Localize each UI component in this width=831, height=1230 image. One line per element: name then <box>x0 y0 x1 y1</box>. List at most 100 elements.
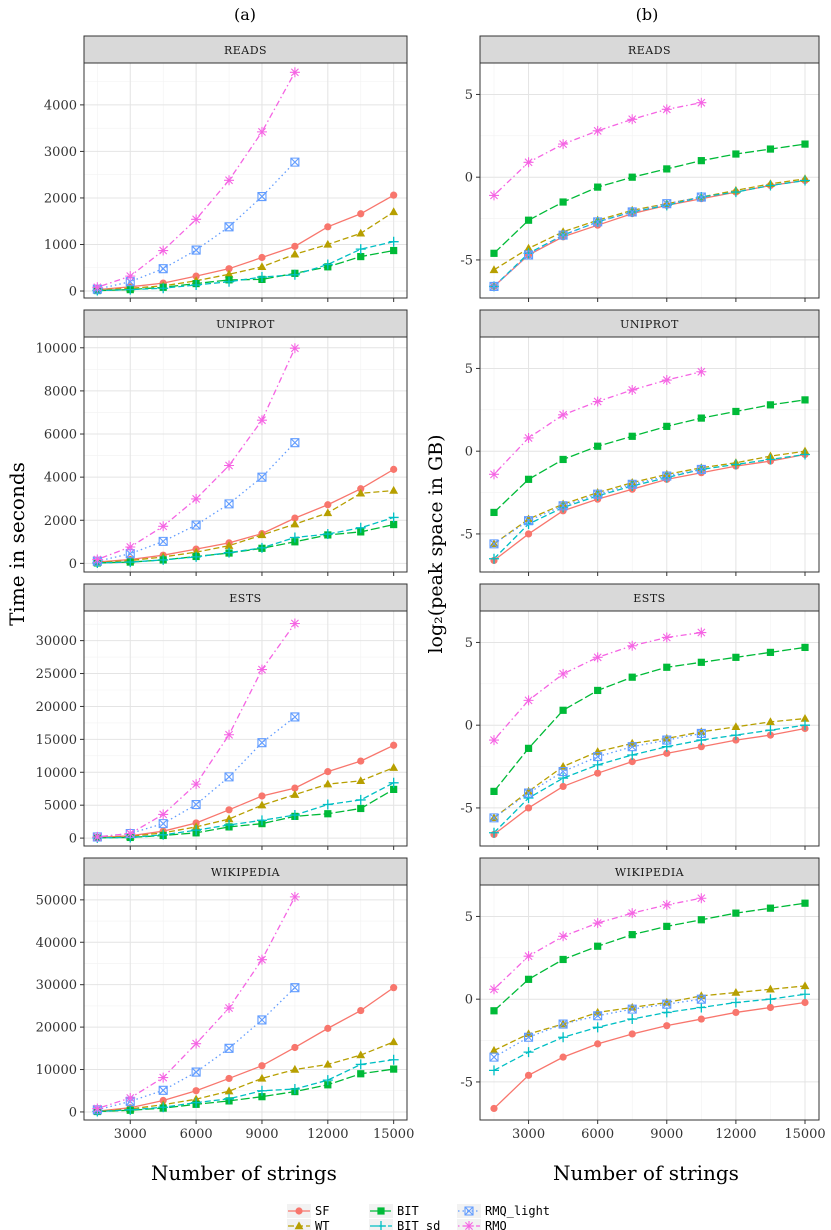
x-tick-label: 9000 <box>245 1127 278 1142</box>
y-tick-label: 20000 <box>36 1021 77 1036</box>
y-tick-label: 0 <box>465 993 473 1008</box>
strip-label-reads-a: READS <box>224 44 267 57</box>
strip-uniprot-b <box>479 309 820 338</box>
plot-area-uniprot-a <box>84 337 407 572</box>
data-point-rmq-light <box>627 742 637 752</box>
series-line-wt <box>493 450 806 545</box>
data-point-rmq <box>92 831 103 842</box>
data-point-bit-sd <box>224 547 235 558</box>
strip-reads-a <box>83 35 408 64</box>
strip-reads-b <box>479 35 820 64</box>
series-group-wikipedia-b <box>488 893 811 1113</box>
data-point-bit-sd <box>256 272 267 283</box>
data-point-sf <box>258 792 266 800</box>
legend-label-bit-sd: BIT_sd <box>397 1219 440 1230</box>
data-point-wt <box>257 530 267 539</box>
data-point-bit-sd <box>388 1054 399 1065</box>
data-point-bit <box>390 520 398 529</box>
data-point-rmq <box>661 632 672 643</box>
data-point-bit-sd <box>224 819 235 830</box>
data-point-sf <box>697 743 705 751</box>
data-point-bit <box>357 1070 365 1078</box>
data-point-bit <box>628 432 636 440</box>
right-x-axis-title: Number of strings <box>553 1161 739 1185</box>
data-point-wt <box>627 1002 637 1011</box>
data-point-bit-sd <box>592 490 603 501</box>
data-point-bit-sd <box>661 200 672 211</box>
panel-ests-a: ESTS 0 5000 10000 15000 20000 25000 30000 <box>36 583 408 850</box>
data-point-bit-sd <box>158 829 169 840</box>
panel-uniprot-b: UNIPROT -5 0 5 <box>460 309 820 576</box>
data-point-rmq <box>661 899 672 910</box>
data-point-bit <box>766 904 775 912</box>
legend-label-rmq: RMQ <box>485 1219 507 1230</box>
data-point-wt <box>489 1045 499 1054</box>
data-point-rmq <box>256 954 267 965</box>
data-point-bit-sd <box>696 1002 707 1013</box>
y-tick-label: 25000 <box>36 667 77 682</box>
y-tick-label: 3000 <box>44 145 77 160</box>
data-point-rmq-light <box>489 1052 499 1062</box>
data-point-rmq <box>158 1072 169 1083</box>
y-tick-label: 15000 <box>36 733 77 748</box>
panel-border-reads-b <box>479 62 820 299</box>
data-point-wt <box>766 717 775 726</box>
series-line-wt <box>97 211 395 291</box>
panel-border-wikipedia-a <box>83 884 408 1121</box>
data-point-sf <box>324 223 332 231</box>
data-point-bit-sd <box>488 553 499 564</box>
panel-border-wikipedia-b <box>479 884 820 1121</box>
data-point-rmq <box>627 384 638 395</box>
data-point-bit-sd <box>592 1022 603 1033</box>
data-point-wt <box>524 514 533 523</box>
data-point-rmq-light <box>290 438 300 448</box>
data-point-sf <box>524 530 533 538</box>
data-point-rmq-light <box>257 738 267 748</box>
data-point-bit-sd <box>388 236 399 247</box>
data-point-bit <box>697 916 705 924</box>
data-point-wt <box>224 814 234 823</box>
data-point-rmq-light <box>593 1011 603 1021</box>
y-tick-label: 0 <box>69 1105 77 1120</box>
data-point-sf <box>192 1087 200 1095</box>
data-point-bit <box>801 643 809 652</box>
data-point-wt <box>489 265 499 274</box>
data-point-bit <box>594 942 602 950</box>
strip-label-uniprot-a: UNIPROT <box>216 318 275 331</box>
data-point-rmq-light <box>191 245 201 255</box>
data-point-sf <box>732 1008 740 1017</box>
data-point-wt <box>356 488 366 497</box>
data-point-rmq-light <box>158 264 168 274</box>
series-line-sf <box>493 1001 806 1109</box>
series-group-uniprot-a <box>92 343 399 568</box>
data-point-sf <box>628 757 636 766</box>
data-point-wt <box>290 1064 300 1073</box>
data-point-rmq <box>289 67 300 78</box>
panel-reads-b: READS -5 0 5 <box>460 35 820 302</box>
y-tick-label: -5 <box>460 253 473 268</box>
data-point-rmq <box>191 493 202 504</box>
data-point-bit-sd <box>488 1065 499 1076</box>
data-point-wt <box>524 243 533 252</box>
data-point-wt <box>389 1037 399 1046</box>
data-point-wt <box>766 984 775 993</box>
data-point-rmq <box>158 245 169 256</box>
data-point-rmq <box>627 640 638 651</box>
x-tick-label: 3000 <box>512 1127 545 1142</box>
data-point-bit-sd <box>730 997 741 1008</box>
data-point-bit <box>801 396 809 404</box>
data-point-wt <box>389 485 399 494</box>
y-tick-label: 2000 <box>44 514 77 529</box>
series-group-reads-a <box>92 67 399 296</box>
data-point-rmq <box>289 618 300 629</box>
data-point-bit <box>697 658 705 666</box>
data-point-wt <box>257 1073 267 1082</box>
series-group-ests-a <box>92 618 399 843</box>
data-point-wt <box>224 1086 234 1095</box>
series-line-bit-sd <box>97 782 394 839</box>
data-point-rmq-light <box>524 788 534 798</box>
legend-label-wt: WT <box>315 1219 329 1230</box>
data-point-sf <box>594 769 602 777</box>
